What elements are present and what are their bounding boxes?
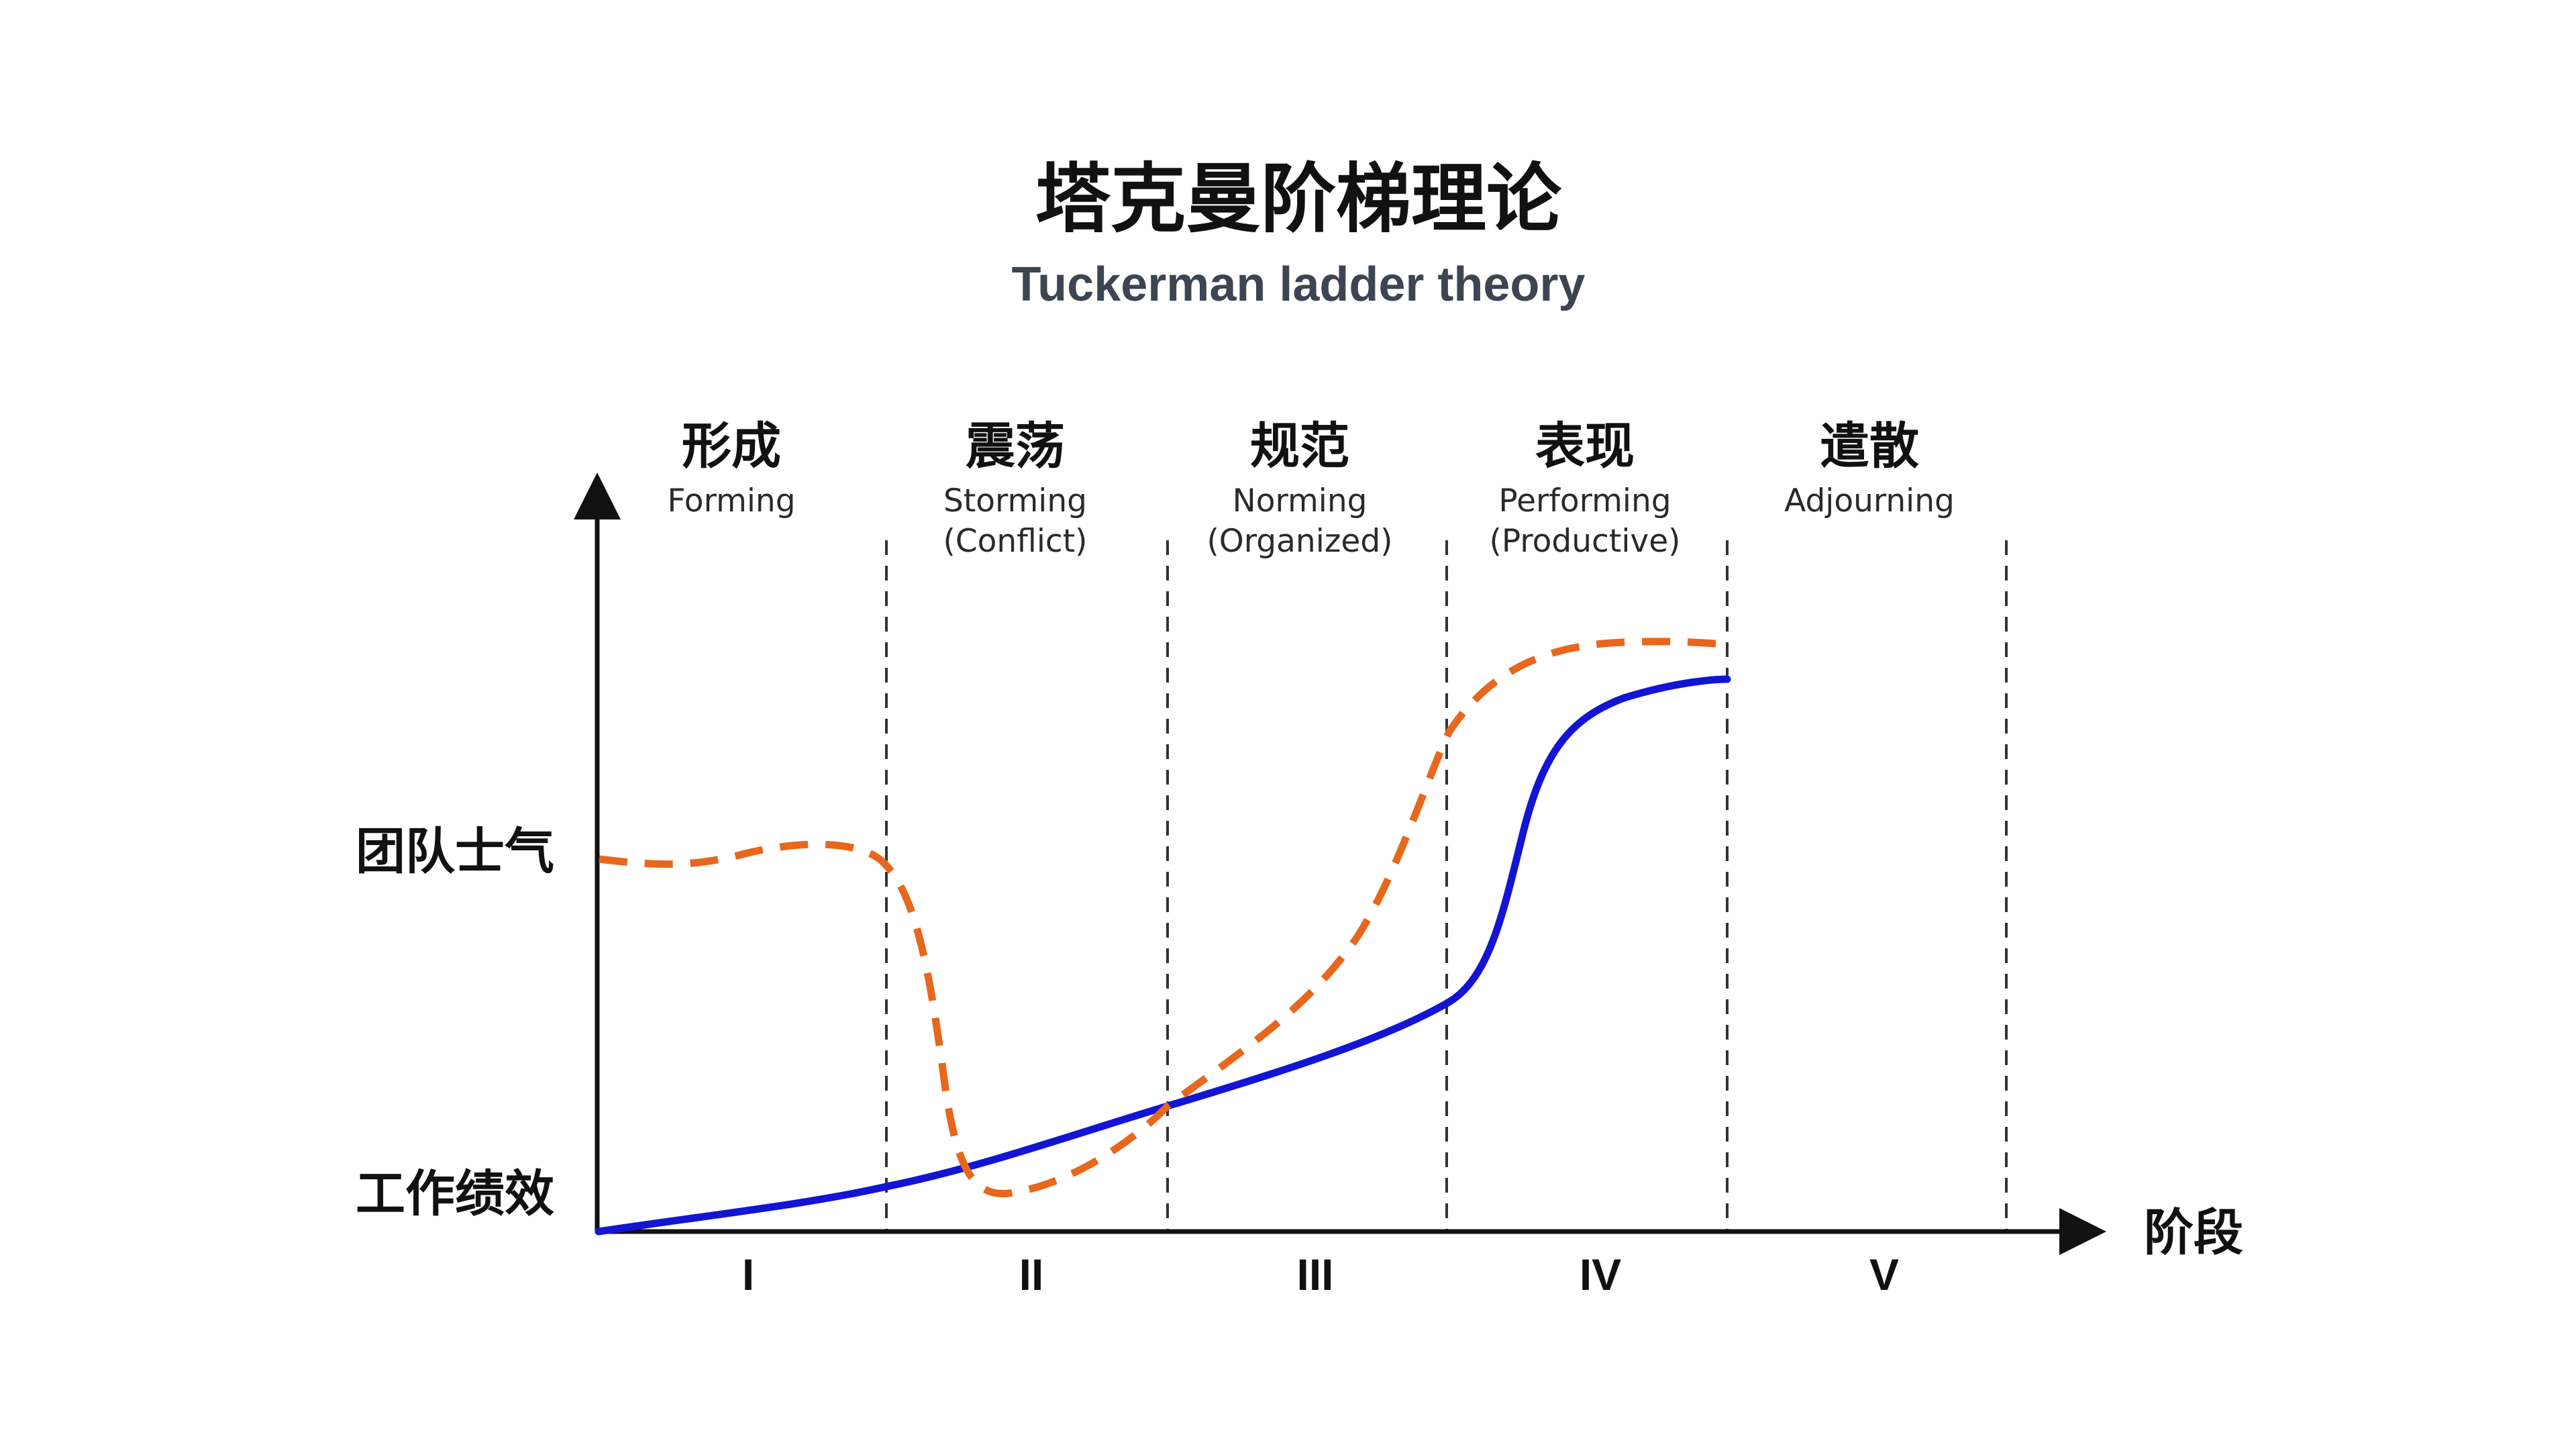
- y-label-team-morale: 团队士气: [356, 823, 554, 881]
- stage-4-english-sublabel: (Productive): [1490, 523, 1681, 560]
- stage-numeral-2: II: [1019, 1250, 1044, 1299]
- x-axis-label: 阶段: [2144, 1204, 2243, 1262]
- stage-numeral-3: III: [1296, 1250, 1333, 1299]
- stage-3-chinese-label: 规范: [1250, 417, 1349, 475]
- y-label-work-performance: 工作绩效: [356, 1165, 554, 1223]
- stage-5-chinese-label: 遣散: [1820, 417, 1919, 475]
- stage-header-1: 形成 Forming: [667, 417, 795, 519]
- stage-4-english-label: Performing: [1498, 483, 1671, 519]
- stage-2-english-sublabel: (Conflict): [943, 523, 1088, 560]
- performance-curve: [595, 675, 1731, 1236]
- stage-5-english-label: Adjourning: [1784, 483, 1955, 519]
- title-chinese: 塔克曼阶梯理论: [1035, 156, 1562, 243]
- stage-4-chinese-label: 表现: [1535, 417, 1635, 475]
- stage-numeral-1: I: [742, 1250, 754, 1299]
- stage-2-chinese-label: 震荡: [966, 417, 1065, 475]
- stage-2-english-label: Storming: [943, 483, 1087, 519]
- stage-dividers: [885, 540, 2008, 1232]
- team-morale-curve: [599, 638, 1728, 1197]
- stage-header-5: 遣散 Adjourning: [1784, 417, 1955, 519]
- title-english: Tuckerman ladder theory: [1012, 258, 1586, 311]
- stage-header-3: 规范 Norming (Organized): [1206, 417, 1392, 560]
- stage-1-chinese-label: 形成: [682, 417, 781, 475]
- stage-numeral-5: V: [1869, 1250, 1899, 1299]
- stage-3-english-label: Norming: [1233, 483, 1368, 519]
- stage-3-english-sublabel: (Organized): [1206, 523, 1392, 560]
- stage-header-4: 表现 Performing (Productive): [1490, 417, 1681, 560]
- stage-header-2: 震荡 Storming (Conflict): [943, 417, 1088, 560]
- stage-numeral-4: IV: [1580, 1250, 1621, 1299]
- stage-1-english-label: Forming: [667, 483, 795, 519]
